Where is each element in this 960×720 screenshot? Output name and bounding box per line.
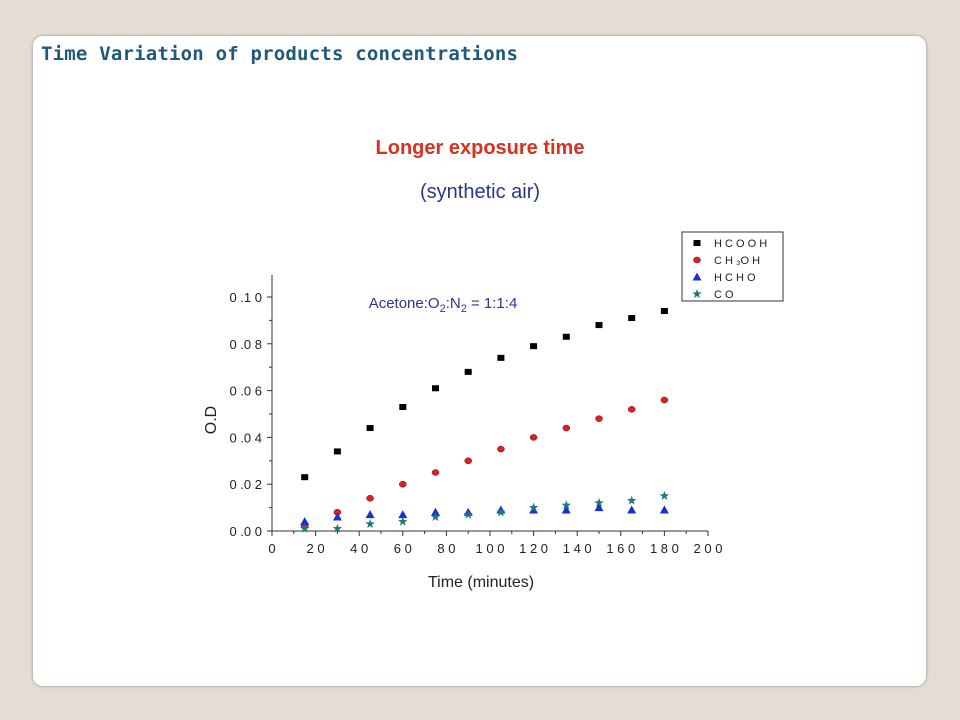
y-tick-label: 0 .0 4 (229, 430, 262, 445)
annotation-mid: :N (446, 295, 461, 312)
data-point (595, 415, 603, 422)
series-triangle (300, 503, 669, 526)
data-point (659, 505, 669, 514)
x-tick-label: 4 0 (350, 541, 368, 556)
chart-marks (299, 308, 670, 533)
data-point (496, 507, 506, 517)
data-point (365, 510, 375, 519)
x-tick-label: 2 0 (307, 541, 325, 556)
legend-marker (692, 289, 702, 299)
x-tick-label: 1 0 0 (476, 541, 505, 556)
data-point (332, 523, 343, 533)
legend-marker (693, 240, 701, 246)
series-star (299, 490, 670, 533)
x-tick-label: 2 0 0 (694, 541, 723, 556)
slide-title: Time Variation of products concentration… (41, 43, 519, 65)
data-point (627, 505, 637, 514)
legend-label: H C O O H (714, 238, 767, 250)
data-point (301, 474, 309, 481)
legend-marker (692, 272, 702, 281)
data-point (333, 448, 341, 455)
y-tick-label: 0 .1 0 (229, 290, 262, 305)
x-tick-label: 1 2 0 (519, 541, 548, 556)
data-point (562, 333, 570, 340)
x-tick-label: 0 (268, 541, 275, 556)
y-tick-label: 0 .0 0 (229, 524, 262, 539)
chart-legend: H C O O H C H ₃O H H C H O C O (681, 231, 784, 302)
data-point (626, 495, 637, 505)
data-point (431, 507, 440, 516)
data-point (299, 523, 310, 533)
y-tick-label: 0 .0 8 (229, 337, 262, 352)
legend-label: H C H O (714, 272, 756, 284)
data-point (366, 425, 374, 432)
annotation-sub2: 2 (461, 303, 467, 315)
chart-subtitle: (synthetic air) (419, 181, 541, 203)
data-point (430, 511, 441, 522)
data-point (529, 434, 538, 441)
chart-annotation: Acetone:O2:N2 = 1:1:4 (369, 295, 518, 315)
data-point (464, 457, 472, 465)
data-point (530, 343, 538, 350)
slide-card (33, 36, 926, 686)
annotation-text: Acetone:O (369, 295, 440, 312)
data-point (497, 354, 505, 361)
data-point (464, 368, 472, 375)
data-point (659, 490, 670, 500)
chart-axes: 0 2 0 4 0 6 0 8 0 1 0 0 1 2 0 1 4 0 1 6 0 1 8 0 2 … (229, 275, 722, 556)
data-point (561, 500, 572, 510)
data-point (431, 469, 440, 476)
annotation-tail: = 1:1:4 (467, 295, 517, 312)
x-tick-label: 6 0 (394, 541, 412, 556)
y-tick-label: 0 .0 6 (229, 384, 262, 399)
data-point (562, 424, 571, 432)
data-point (594, 503, 604, 512)
data-point (463, 509, 473, 519)
data-point (660, 396, 669, 404)
series-circle (300, 396, 669, 530)
data-point (300, 517, 310, 526)
x-tick-label: 1 6 0 (606, 541, 635, 556)
y-axis-label: O.D (203, 406, 220, 434)
data-point (399, 403, 407, 410)
data-point (595, 322, 603, 329)
legend-marker (693, 256, 701, 264)
annotation-sub1: 2 (440, 303, 446, 315)
data-point (398, 510, 408, 519)
y-tick-label: 0 .0 2 (229, 477, 262, 492)
data-point (398, 516, 408, 526)
legend-label: C O (714, 289, 734, 301)
x-tick-label: 8 0 (437, 541, 455, 556)
data-point (365, 518, 375, 529)
chart-title: Longer exposure time (375, 137, 585, 159)
series-square (301, 308, 668, 481)
data-point (628, 315, 636, 322)
data-point (432, 385, 439, 392)
data-point (660, 308, 668, 315)
data-point (399, 480, 407, 488)
data-point (332, 512, 342, 521)
legend-label: C H ₃O H (714, 255, 760, 267)
data-point (561, 505, 571, 514)
x-tick-label: 1 4 0 (563, 541, 592, 556)
data-point (627, 406, 636, 413)
x-tick-label: 1 8 0 (650, 541, 679, 556)
data-point (366, 494, 374, 502)
data-point (528, 502, 539, 512)
x-axis-label: Time (minutes) (428, 574, 534, 591)
data-point (497, 445, 505, 453)
data-point (594, 497, 604, 507)
